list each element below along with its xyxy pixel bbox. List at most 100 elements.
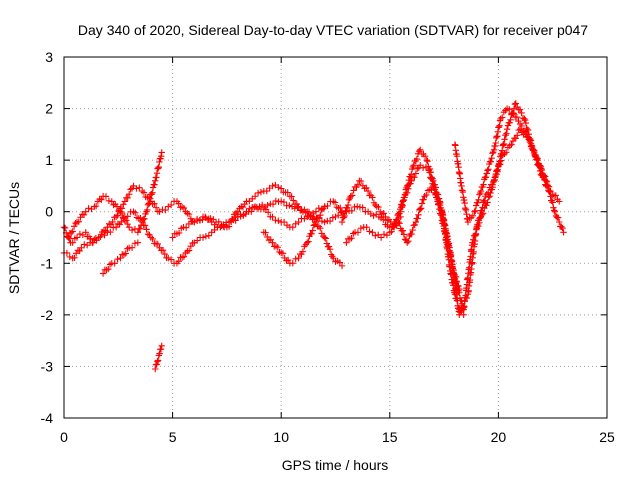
data-point: [488, 155, 495, 162]
data-point: [199, 234, 207, 241]
data-point: [421, 153, 429, 160]
data-point: [499, 114, 506, 121]
data-point: [322, 235, 329, 242]
data-point: [107, 228, 114, 236]
data-point: [202, 233, 210, 240]
data-point: [65, 234, 72, 241]
data-point: [269, 200, 277, 208]
data-point: [318, 206, 325, 214]
data-point: [125, 191, 133, 198]
x-tick-label: 0: [60, 429, 68, 445]
data-point: [427, 168, 434, 176]
data-point: [538, 165, 545, 172]
data-point: [318, 217, 326, 225]
data-point: [435, 195, 443, 202]
data-point: [478, 207, 485, 214]
data-point: [76, 230, 84, 238]
data-point: [175, 258, 182, 265]
data-point: [518, 109, 525, 117]
data-point: [471, 208, 478, 215]
data-point: [99, 270, 107, 277]
data-point: [463, 294, 471, 302]
data-point: [326, 246, 334, 253]
data-point: [144, 230, 152, 238]
data-point: [451, 291, 459, 298]
data-point: [507, 116, 514, 124]
data-point: [63, 249, 71, 257]
data-point: [408, 171, 415, 178]
data-point: [158, 149, 165, 156]
data-point: [292, 255, 299, 263]
data-point: [423, 156, 430, 164]
data-point: [294, 204, 301, 211]
data-point: [503, 130, 510, 137]
data-point: [474, 221, 481, 228]
data-point: [354, 203, 361, 210]
data-point: [382, 213, 389, 221]
data-point: [458, 307, 465, 314]
data-point: [428, 174, 435, 181]
data-point: [71, 254, 78, 262]
data-point: [123, 217, 130, 224]
data-point: [525, 134, 533, 141]
data-point: [140, 216, 147, 223]
axis-ticks: 0 5 10 15 20 25 -4 -3 -2 -1 0 1 2 3: [41, 49, 615, 445]
data-point: [490, 177, 498, 184]
data-point: [485, 166, 492, 173]
data-point: [289, 224, 296, 231]
data-point: [522, 119, 530, 127]
data-point: [516, 106, 524, 113]
data-point: [531, 148, 538, 156]
data-point: [309, 227, 316, 234]
data-point: [167, 256, 175, 263]
data-point: [159, 246, 167, 254]
data-point: [366, 228, 373, 235]
data-point: [128, 244, 136, 251]
data-point: [483, 190, 491, 198]
data-point: [136, 184, 143, 191]
data-point: [533, 154, 540, 161]
data-point: [375, 231, 382, 238]
data-point: [149, 235, 156, 243]
data-point: [137, 221, 145, 229]
data-point: [154, 358, 161, 365]
data-point: [357, 225, 365, 232]
data-point: [180, 253, 188, 260]
data-point: [403, 182, 411, 190]
data-point: [426, 165, 434, 173]
data-point: [251, 193, 259, 200]
data-point: [207, 215, 214, 222]
data-point: [120, 201, 127, 208]
data-point: [489, 150, 496, 157]
data-point: [102, 193, 110, 200]
data-point: [363, 184, 370, 192]
data-point: [66, 235, 73, 242]
data-point: [279, 250, 287, 257]
data-point: [324, 202, 331, 210]
data-point: [185, 247, 193, 254]
data-point: [269, 182, 276, 190]
data-point: [414, 215, 421, 222]
y-axis-label: SDTVAR / TECUs: [6, 182, 22, 294]
data-point: [512, 135, 519, 142]
data-point: [506, 119, 513, 127]
x-tick-label: 15: [382, 429, 398, 445]
data-point: [167, 201, 175, 209]
data-point: [329, 214, 336, 221]
data-point: [98, 231, 105, 238]
data-point: [550, 204, 557, 211]
data-point: [388, 228, 395, 235]
data-point: [556, 218, 563, 226]
data-point: [354, 181, 362, 188]
data-point: [112, 213, 120, 221]
data-point: [155, 163, 162, 171]
data-point: [510, 110, 517, 117]
data-point: [559, 224, 566, 232]
data-point: [403, 239, 411, 246]
data-point: [194, 237, 201, 244]
data-point: [359, 204, 366, 211]
data-point: [556, 198, 563, 205]
data-point: [152, 204, 160, 211]
data-point: [477, 187, 485, 195]
x-tick-label: 25: [599, 429, 615, 445]
